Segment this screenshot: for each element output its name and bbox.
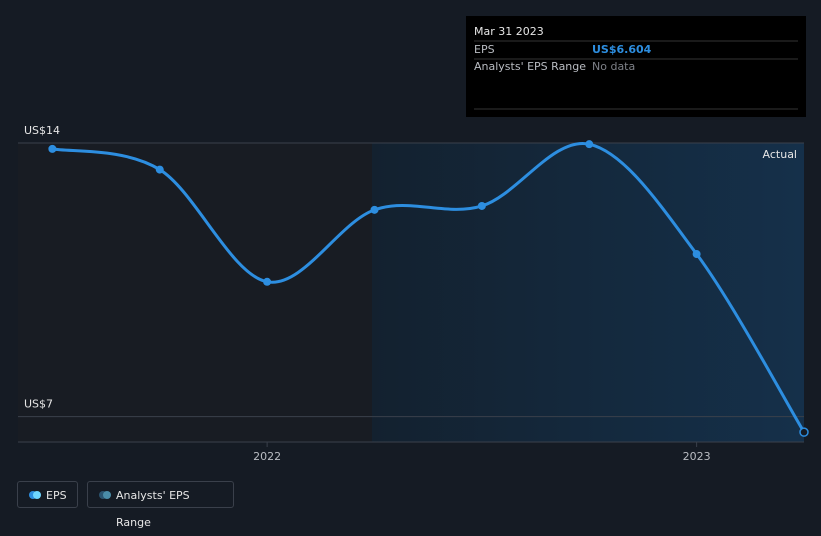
x-tick-label: 2023 [683,450,711,463]
tooltip-date: Mar 31 2023 [474,25,544,38]
tooltip-value: US$6.604 [592,43,652,56]
point [692,250,701,259]
legend-swatch [103,491,111,499]
point [155,165,164,174]
legend-label: Analysts' EPS Range [116,489,190,529]
page: {"chart_data": {"type": "line", "x": [20… [17,16,809,529]
y-tick-label: US$7 [24,398,53,411]
tooltip-label: EPS [474,43,495,56]
actual-region [372,143,804,442]
tooltip-label: Analysts' EPS Range [474,60,586,73]
y-tick-label: US$14 [24,124,60,137]
x-tick-label: 2022 [253,450,281,463]
annotation: Actual [763,148,797,161]
past-region [18,143,372,442]
point [799,427,809,437]
point [585,140,594,149]
point [370,205,379,214]
point [263,277,272,286]
legend-swatch [33,491,41,499]
tooltip [466,16,806,117]
point [48,144,57,153]
legend-eps[interactable]: EPS [17,481,78,508]
legend-label: EPS [46,489,67,502]
chart: Actual US$14 US$7 2022 2023 Mar 31 2023 EPS… [18,16,809,463]
point [477,201,486,210]
legend-range[interactable]: Analysts' EPS Range [87,481,234,529]
tooltip-value: No data [592,60,635,73]
